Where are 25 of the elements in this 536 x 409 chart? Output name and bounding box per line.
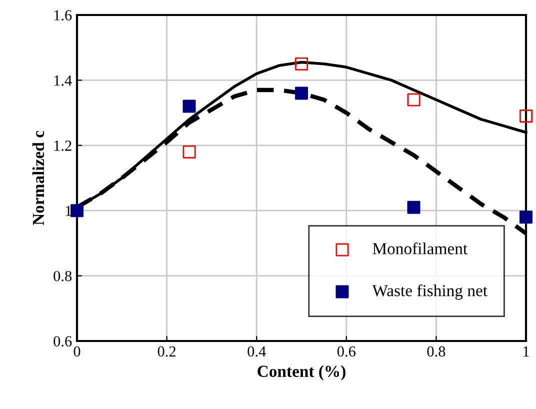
y-tick-label: 0.6 — [54, 336, 72, 347]
x-tick-label: 0.2 — [158, 346, 176, 357]
y-axis-title: Normalized c — [32, 130, 44, 226]
point — [70, 204, 84, 218]
x-tick-label: 0 — [74, 346, 80, 357]
x-tick-label: 0.8 — [427, 346, 446, 357]
point — [407, 93, 420, 106]
y-tick-label: 1 — [66, 206, 72, 216]
point — [407, 200, 420, 214]
point — [182, 145, 196, 158]
point — [294, 57, 308, 70]
y-tick-label: 1.4 — [54, 75, 72, 86]
legend-label: Monofilament — [372, 242, 468, 254]
point — [519, 210, 533, 224]
point — [182, 100, 196, 113]
point — [294, 86, 308, 100]
y-tick-label: 1.2 — [54, 140, 72, 151]
x-tick-label: 0.4 — [248, 346, 266, 357]
x-tick-label: 0.6 — [337, 346, 356, 357]
legend-label: Waste fishing net — [372, 284, 488, 300]
y-tick-label: 1.6 — [54, 10, 72, 21]
x-tick-label: 1 — [524, 346, 529, 356]
x-axis-title: Content (%) — [258, 365, 346, 380]
y-tick-label: 0.8 — [54, 270, 72, 282]
point — [519, 110, 533, 123]
